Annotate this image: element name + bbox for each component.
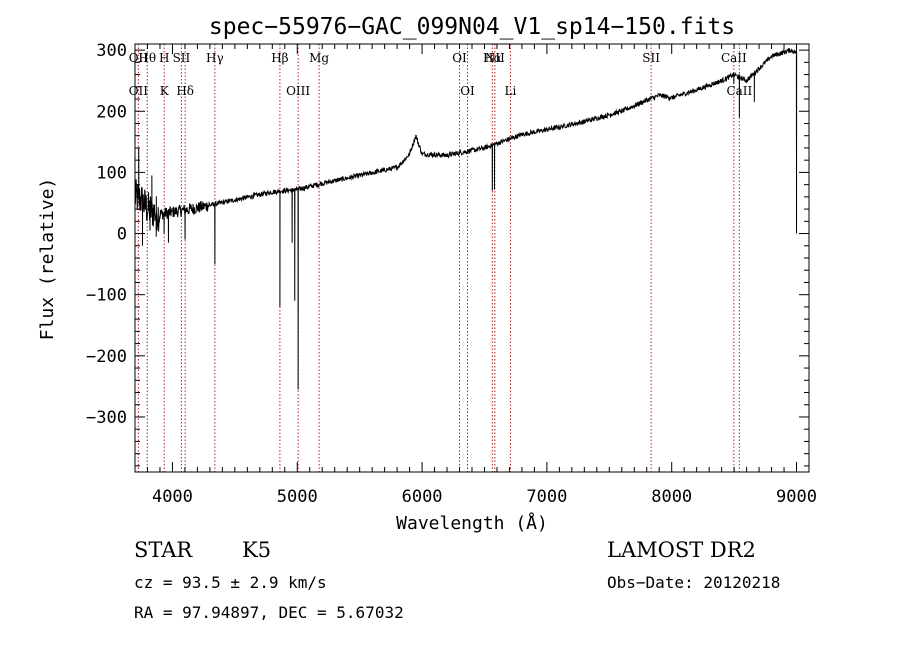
line-label-bottom-0: OII (129, 84, 149, 98)
survey-name: LAMOST DR2 (607, 538, 756, 562)
obs-date: Obs−Date: 20120218 (607, 573, 781, 592)
chart-title: spec−55976−GAC_099N04_V1_sp14−150.fits (209, 14, 735, 40)
y-tick-label: −100 (86, 286, 127, 306)
line-label-top-8: Mg (309, 51, 329, 65)
spectrum-layer (134, 47, 798, 390)
y-tick-label: 200 (96, 102, 127, 122)
y-tick-label: 100 (96, 163, 127, 183)
line-label-top-15: CaII (721, 51, 747, 65)
line-label-bottom-2: K (160, 84, 170, 98)
line-label-top-12: NII (485, 51, 505, 65)
y-axis-label: Flux (relative) (37, 178, 58, 341)
y-tick-label: −200 (86, 347, 127, 367)
line-label-bottom-4: Hδ (176, 84, 194, 98)
line-label-top-5: Hγ (206, 51, 224, 65)
line-label-top-3: SII (173, 51, 191, 65)
x-tick-label: 7000 (526, 487, 567, 507)
coordinates-readout: RA = 97.94897, DEC = 5.67032 (134, 603, 404, 622)
line-label-top-1: Hθ (138, 51, 156, 65)
y-tick-label: 0 (117, 225, 127, 245)
line-label-top-6: Hβ (271, 51, 288, 65)
x-tick-label: 4000 (152, 487, 193, 507)
y-tick-label: −300 (86, 408, 127, 428)
redshift-readout: cz = 93.5 ± 2.9 km/s (134, 573, 327, 592)
line-label-bottom-13: Li (505, 84, 517, 98)
spectrum-line (134, 47, 798, 390)
x-axis: 4000 5000 6000 7000 8000 9000 (146, 44, 817, 507)
line-label-top-11: Hα (483, 51, 502, 65)
line-label-top-2: H (159, 51, 169, 65)
x-tick-label: 9000 (776, 487, 817, 507)
y-axis: 300 200 100 0 −100 −200 −300 (86, 41, 809, 467)
object-class: STAR (134, 538, 193, 562)
x-tick-label: 8000 (651, 487, 692, 507)
x-tick-label: 6000 (402, 487, 443, 507)
line-label-bottom-10: OI (460, 84, 475, 98)
line-label-top-9: OI (452, 51, 467, 65)
x-tick-label: 5000 (277, 487, 318, 507)
y-tick-label: 300 (96, 41, 127, 61)
line-label-bottom-7: OIII (286, 84, 310, 98)
plot-frame (134, 43, 810, 473)
object-subclass: K5 (242, 538, 272, 562)
x-axis-label: Wavelength (Å) (396, 512, 548, 534)
line-label-top-14: SII (642, 51, 660, 65)
line-label-top-0: OII (129, 51, 149, 65)
